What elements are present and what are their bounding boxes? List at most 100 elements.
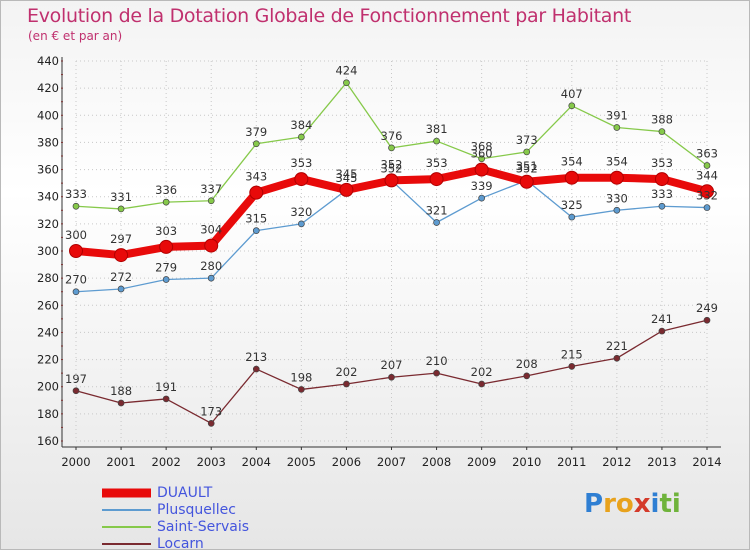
data-point-locarn: [613, 354, 621, 362]
data-point-locarn: [703, 316, 711, 324]
chart-subtitle: (en € et par an): [28, 29, 123, 43]
data-label-duault: 354: [606, 155, 628, 169]
data-label-plusquellec: 332: [696, 189, 718, 203]
data-label-saint-servais: 373: [516, 133, 538, 147]
y-tick-label: 380: [37, 135, 59, 149]
y-tick-label: 300: [37, 244, 59, 258]
y-tick-label: 220: [37, 353, 59, 367]
data-point-locarn: [72, 387, 80, 395]
data-point-saint-servais: [162, 198, 170, 206]
data-point-duault: [654, 172, 669, 187]
data-label-duault: 353: [426, 156, 448, 170]
logo-letter: o: [615, 489, 634, 519]
data-label-saint-servais: 424: [335, 64, 357, 78]
data-point-locarn: [343, 380, 350, 388]
data-point-plusquellec: [613, 206, 621, 214]
data-label-saint-servais: 336: [155, 183, 177, 197]
data-label-duault: 343: [245, 170, 267, 184]
data-label-plusquellec: 270: [65, 273, 87, 287]
data-label-locarn: 213: [245, 350, 267, 364]
logo-letter: x: [633, 489, 651, 519]
data-label-duault: 345: [335, 167, 357, 181]
data-point-saint-servais: [252, 140, 260, 148]
logo-letter: t: [659, 489, 672, 519]
logo-letter: i: [650, 489, 660, 519]
data-label-locarn: 173: [200, 404, 222, 418]
x-tick-label: 2004: [242, 455, 271, 469]
data-point-saint-servais: [72, 202, 80, 210]
x-tick-label: 2009: [467, 455, 496, 469]
x-tick-label: 2010: [512, 455, 541, 469]
data-label-locarn: 198: [290, 370, 312, 384]
y-tick-label: 420: [37, 81, 59, 95]
data-label-locarn: 241: [651, 312, 673, 326]
data-point-plusquellec: [433, 219, 440, 226]
data-point-duault: [384, 173, 399, 188]
y-tick-label: 240: [37, 325, 59, 339]
data-point-plusquellec: [298, 220, 305, 228]
data-label-plusquellec: 333: [651, 187, 673, 201]
x-tick-label: 2008: [422, 455, 451, 469]
data-label-locarn: 210: [426, 354, 448, 368]
data-point-locarn: [523, 372, 531, 380]
y-tick-label: 320: [37, 217, 59, 231]
data-label-locarn: 207: [381, 358, 403, 372]
data-point-saint-servais: [117, 205, 125, 213]
y-tick-label: 180: [37, 407, 59, 421]
data-label-locarn: 202: [335, 365, 357, 379]
data-point-plusquellec: [658, 202, 666, 210]
x-tick-label: 2012: [602, 455, 631, 469]
data-point-duault: [564, 170, 579, 185]
data-point-plusquellec: [703, 204, 711, 211]
data-point-locarn: [117, 399, 125, 407]
data-point-saint-servais: [613, 124, 621, 131]
y-tick-label: 400: [37, 108, 59, 122]
data-point-locarn: [478, 380, 485, 388]
data-label-plusquellec: 352: [516, 161, 538, 175]
data-point-locarn: [162, 395, 170, 403]
data-label-duault: 303: [155, 224, 177, 238]
x-tick-label: 2006: [332, 455, 361, 469]
data-point-duault: [339, 182, 354, 197]
data-point-duault: [700, 184, 714, 199]
data-point-saint-servais: [433, 137, 440, 145]
data-label-plusquellec: 345: [335, 171, 357, 185]
data-label-saint-servais: 363: [696, 147, 718, 161]
data-label-locarn: 221: [606, 339, 628, 353]
legend-swatches: [102, 488, 151, 545]
data-point-locarn: [388, 373, 395, 381]
data-point-locarn: [658, 327, 666, 335]
y-tick-label: 260: [37, 298, 59, 312]
data-label-locarn: 208: [516, 357, 538, 371]
data-label-duault: 353: [651, 156, 673, 170]
data-point-saint-servais: [658, 128, 666, 135]
data-point-duault: [159, 239, 174, 254]
data-point-locarn: [433, 369, 440, 377]
x-tick-label: 2001: [106, 455, 135, 469]
data-label-plusquellec: 352: [381, 161, 403, 175]
data-point-locarn: [207, 420, 215, 427]
data-label-saint-servais: 379: [245, 125, 267, 139]
data-label-plusquellec: 339: [471, 179, 493, 193]
data-label-saint-servais: 391: [606, 109, 628, 123]
data-label-duault: 353: [290, 156, 312, 170]
data-point-plusquellec: [568, 213, 576, 221]
data-label-plusquellec: 321: [426, 204, 448, 218]
data-point-plusquellec: [478, 194, 485, 202]
data-label-saint-servais: 376: [381, 129, 403, 143]
data-point-locarn: [252, 365, 260, 373]
data-point-plusquellec: [207, 274, 215, 282]
data-point-duault: [474, 162, 489, 177]
data-point-saint-servais: [298, 133, 305, 141]
data-label-plusquellec: 320: [290, 205, 312, 219]
data-label-duault: 300: [65, 228, 87, 242]
data-label-duault: 360: [471, 147, 493, 161]
legend-label-saint-servais: Saint-Servais: [157, 519, 250, 535]
data-point-duault: [609, 170, 624, 185]
data-point-plusquellec: [72, 288, 80, 296]
logo-letter: i: [671, 489, 681, 519]
legend-label-duault: DUAULT: [157, 485, 213, 501]
data-label-locarn: 202: [471, 365, 493, 379]
y-tick-label: 340: [37, 190, 59, 204]
